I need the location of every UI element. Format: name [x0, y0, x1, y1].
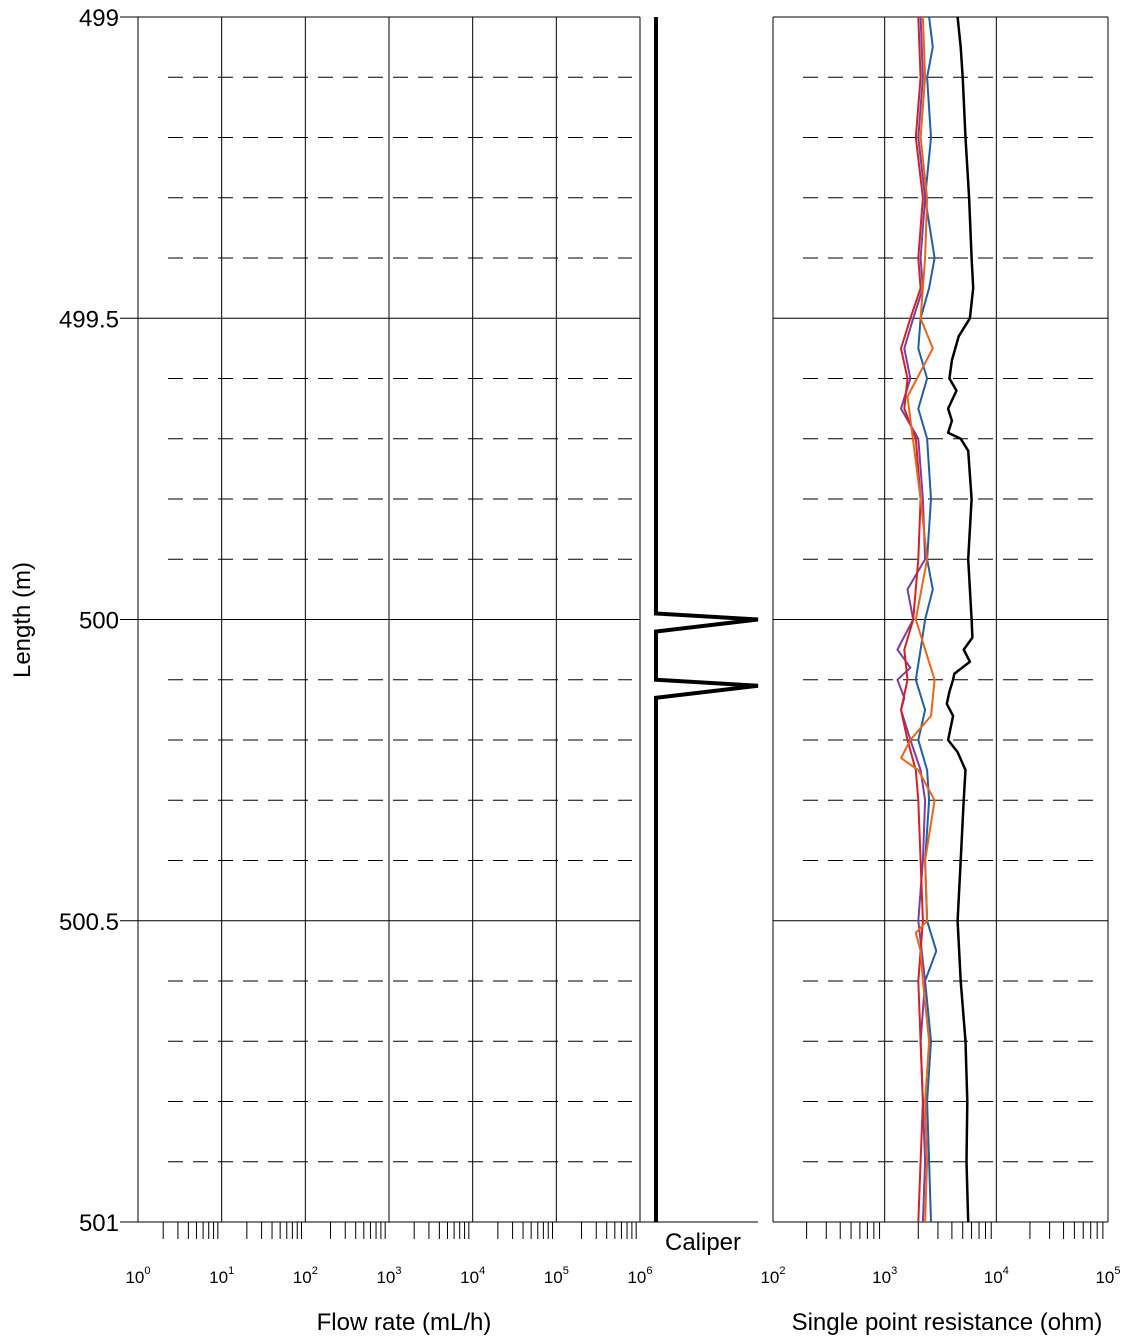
resistance-series-line — [900, 16, 924, 1223]
flow-x-tick-label: 100 — [125, 1265, 150, 1287]
y-tick-label: 499.5 — [59, 306, 119, 333]
resistance-grid — [772, 16, 1109, 1239]
flow-x-tick-label: 105 — [544, 1265, 569, 1287]
y-tick-label: 499 — [79, 5, 119, 32]
x-axis-label-resistance: Single point resistance (ohm) — [792, 1309, 1103, 1336]
caliper-line — [654, 17, 759, 1222]
flow-x-tick-label: 103 — [376, 1265, 401, 1287]
caliper-label: Caliper — [665, 1229, 741, 1256]
y-tick-label: 500 — [79, 608, 119, 635]
resistance-series — [896, 16, 975, 1223]
resistance-x-tick-label: 105 — [1095, 1265, 1120, 1287]
flow-rate-grid — [137, 16, 641, 1239]
flow-x-tick-label: 101 — [209, 1265, 234, 1287]
resistance-x-tick-label: 104 — [984, 1265, 1009, 1287]
y-tick-label: 501 — [79, 1210, 119, 1237]
resistance-series-line — [900, 16, 936, 1223]
y-tick-label: 500.5 — [59, 909, 119, 936]
axes: 100 101 102 103 104 105 106 102 103 104 105 499 499.… — [59, 5, 1121, 1287]
resistance-series-line — [945, 16, 975, 1223]
labels: Length (m) Flow rate (mL/h) Single point… — [9, 562, 1102, 1336]
y-axis-label: Length (m) — [9, 562, 36, 678]
flow-x-tick-label: 102 — [293, 1265, 318, 1287]
resistance-series-line — [914, 16, 938, 1223]
x-axis-label-flow-rate: Flow rate (mL/h) — [317, 1309, 492, 1336]
flow-x-tick-label: 104 — [460, 1265, 485, 1287]
resistance-x-tick-label: 102 — [760, 1265, 785, 1287]
resistance-x-tick-label: 103 — [872, 1265, 897, 1287]
caliper-series — [640, 17, 759, 1223]
flow-x-tick-label: 106 — [627, 1265, 652, 1287]
